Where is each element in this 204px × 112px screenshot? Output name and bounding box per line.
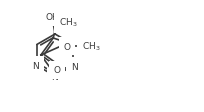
Text: CH$_3$: CH$_3$: [82, 40, 100, 53]
Text: N: N: [32, 61, 39, 70]
Text: CH$_3$: CH$_3$: [59, 17, 78, 29]
Text: O: O: [64, 42, 71, 51]
Text: OH: OH: [45, 13, 59, 22]
Text: N: N: [52, 73, 58, 82]
Text: O: O: [53, 66, 60, 75]
Text: N: N: [71, 62, 78, 71]
